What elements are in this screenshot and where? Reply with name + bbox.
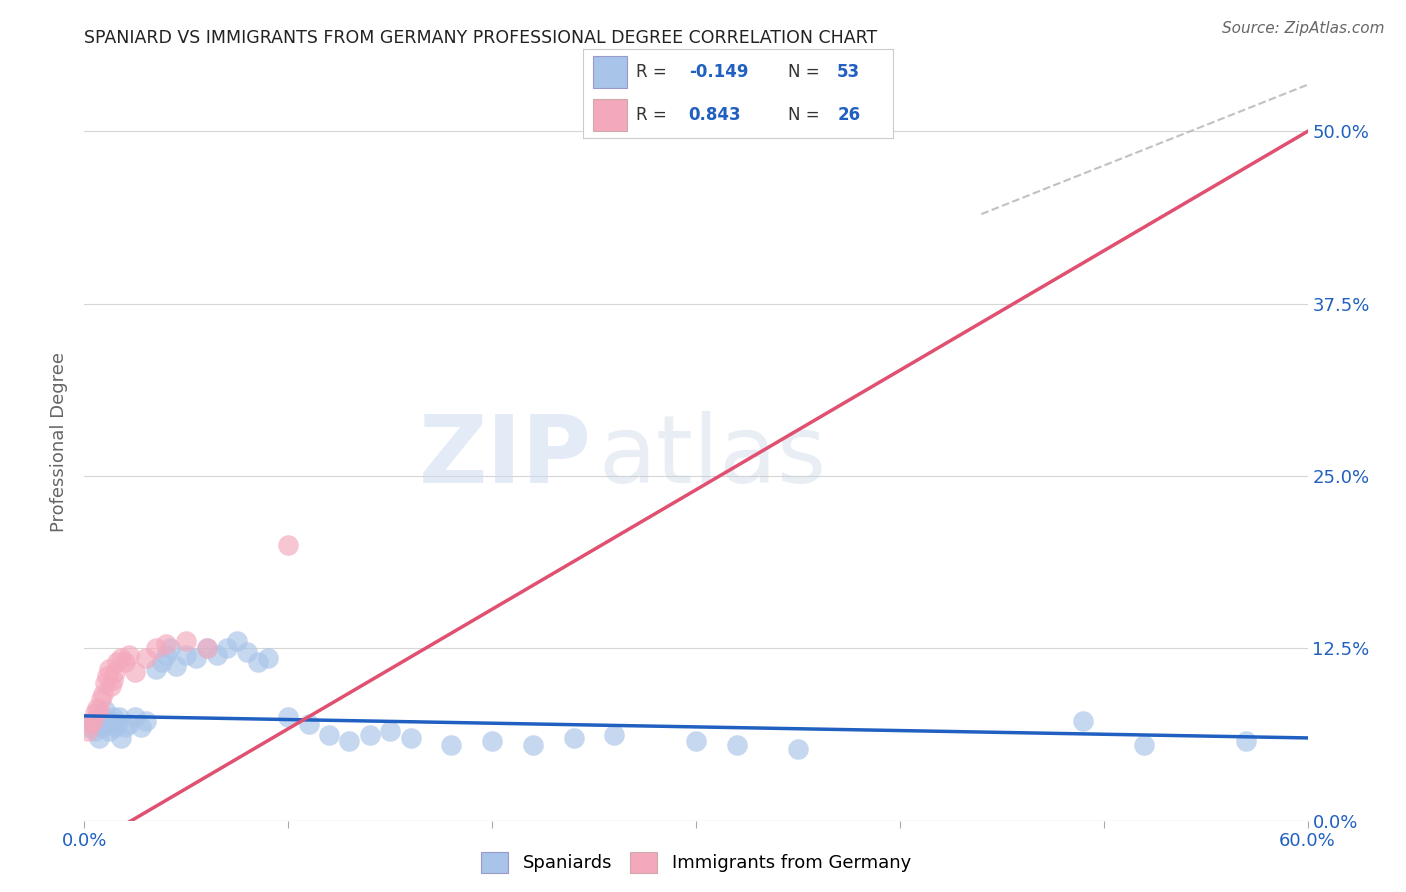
Point (86, 700, 108, 714)
Point (79, 717, 101, 731)
Point (108, 710, 131, 724)
Text: N =: N = (787, 106, 824, 124)
Point (77, 720, 100, 734)
Point (114, 655, 136, 669)
Point (93, 675, 115, 690)
Text: R =: R = (636, 106, 672, 124)
Point (96, 717, 118, 731)
Point (86, 714, 108, 729)
Point (1073, 714, 1095, 729)
Point (118, 648, 141, 663)
Point (82, 717, 104, 731)
Point (236, 645, 259, 659)
Point (226, 634, 249, 648)
Point (135, 651, 157, 665)
Point (380, 724, 402, 739)
Point (195, 641, 218, 656)
Text: SPANIARD VS IMMIGRANTS FROM GERMANY PROFESSIONAL DEGREE CORRELATION CHART: SPANIARD VS IMMIGRANTS FROM GERMANY PROF… (84, 29, 877, 47)
Point (97, 662, 120, 676)
FancyBboxPatch shape (593, 99, 627, 131)
Point (277, 710, 299, 724)
Text: N =: N = (787, 63, 824, 81)
Point (83, 724, 105, 739)
Point (135, 714, 157, 729)
Text: ZIP: ZIP (419, 410, 592, 503)
Point (186, 651, 208, 665)
Point (96, 669, 118, 683)
Text: 53: 53 (837, 63, 860, 81)
Point (114, 720, 136, 734)
Point (104, 665, 127, 679)
Point (246, 655, 269, 669)
Point (725, 738, 748, 752)
Point (101, 710, 124, 724)
Point (205, 648, 228, 663)
Text: Source: ZipAtlas.com: Source: ZipAtlas.com (1222, 21, 1385, 36)
Point (399, 731, 422, 745)
Point (100, 714, 122, 729)
Point (481, 733, 503, 747)
Point (145, 641, 167, 656)
Point (257, 651, 280, 665)
Point (100, 679, 122, 693)
Point (522, 738, 544, 752)
Point (174, 634, 197, 648)
Point (298, 717, 321, 731)
Point (155, 637, 177, 651)
Point (440, 738, 463, 752)
Point (603, 728, 626, 742)
Point (124, 710, 146, 724)
Text: 0.843: 0.843 (689, 106, 741, 124)
Point (150, 655, 173, 669)
Text: atlas: atlas (598, 410, 827, 503)
Point (93, 703, 115, 717)
Point (159, 641, 181, 656)
Point (217, 641, 239, 656)
Point (1133, 738, 1156, 752)
Point (155, 648, 177, 663)
Y-axis label: Professional Degree: Professional Degree (51, 351, 69, 532)
Point (562, 731, 585, 745)
Point (97, 724, 120, 739)
Point (91, 720, 114, 734)
Point (339, 733, 361, 747)
Point (277, 538, 299, 552)
Point (101, 673, 124, 687)
Point (165, 659, 187, 673)
Point (685, 733, 707, 747)
Point (318, 728, 340, 742)
Point (105, 717, 128, 731)
Point (359, 728, 381, 742)
FancyBboxPatch shape (593, 56, 627, 88)
Point (105, 655, 128, 669)
Point (110, 731, 132, 745)
Point (145, 662, 167, 676)
Point (1236, 733, 1258, 747)
Point (195, 641, 218, 656)
Legend: Spaniards, Immigrants from Germany: Spaniards, Immigrants from Germany (474, 845, 918, 880)
Point (787, 742, 810, 756)
Point (131, 720, 153, 734)
Text: -0.149: -0.149 (689, 63, 748, 81)
Point (174, 648, 197, 663)
Point (87, 703, 110, 717)
Point (104, 720, 127, 734)
Text: 26: 26 (837, 106, 860, 124)
Point (90, 710, 112, 724)
Point (124, 665, 146, 679)
Point (91, 687, 114, 701)
Point (83, 706, 105, 720)
Text: R =: R = (636, 63, 672, 81)
Point (77, 724, 100, 739)
Point (82, 714, 104, 729)
Point (110, 651, 132, 665)
Point (87, 731, 110, 745)
Point (90, 692, 112, 706)
Point (118, 717, 141, 731)
